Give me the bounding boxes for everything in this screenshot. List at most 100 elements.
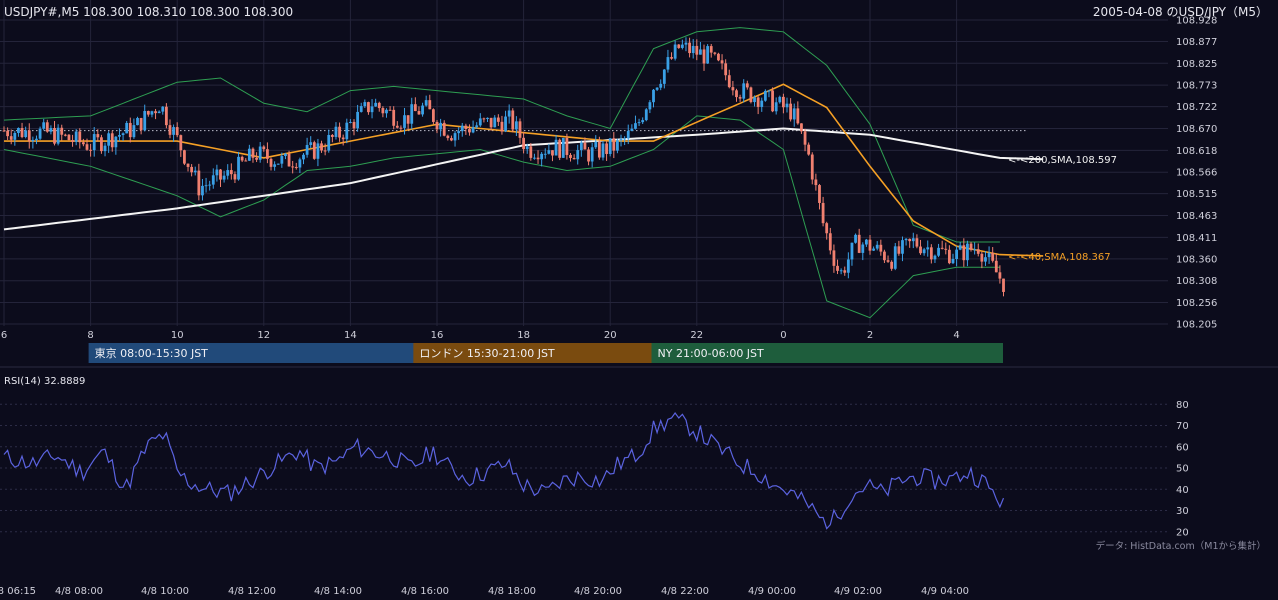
candle-down xyxy=(735,90,738,98)
date-tick-label: 4/8 22:00 xyxy=(661,586,709,597)
candle-down xyxy=(572,157,576,160)
candle-up xyxy=(125,122,129,134)
candle-up xyxy=(958,245,962,250)
candle-down xyxy=(511,110,515,130)
candle-up xyxy=(673,44,677,59)
candle-up xyxy=(385,109,388,114)
candle-down xyxy=(771,90,774,112)
candle-down xyxy=(63,134,67,136)
session-label: NY 21:00-06:00 JST xyxy=(658,347,765,360)
candle-up xyxy=(872,248,876,251)
candle-up xyxy=(56,127,60,144)
hour-tick-label: 18 xyxy=(517,330,530,341)
candle-down xyxy=(828,233,832,251)
candle-up xyxy=(150,111,154,115)
candle-up xyxy=(634,123,637,129)
candle-down xyxy=(323,150,327,152)
hour-tick-label: 4 xyxy=(953,330,959,341)
candle-down xyxy=(464,125,468,130)
rsi-plot-area xyxy=(3,411,1005,530)
candle-up xyxy=(626,130,630,139)
hour-tick-label: 6 xyxy=(1,330,7,341)
price-axis: 108.928 108.877 108.825 108.773 108.722 108.6… xyxy=(1176,16,1217,331)
candle-up xyxy=(966,243,969,261)
price-tick-label: 108.463 xyxy=(1176,211,1217,222)
candle-up xyxy=(215,169,219,176)
candle-up xyxy=(875,244,879,249)
sma40-label: <-<40,SMA,108.367 xyxy=(1008,252,1111,263)
bollinger-upper-line xyxy=(3,27,1000,243)
candle-up xyxy=(208,184,212,186)
candle-down xyxy=(428,100,432,110)
candle-up xyxy=(453,133,457,141)
price-tick-label: 108.256 xyxy=(1176,298,1217,309)
candle-up xyxy=(237,156,240,180)
candle-down xyxy=(583,142,587,150)
candle-down xyxy=(998,272,1002,279)
candle-down xyxy=(713,52,717,54)
candle-up xyxy=(904,238,908,241)
candle-down xyxy=(255,157,258,160)
candle-up xyxy=(17,127,20,133)
candle-down xyxy=(190,166,194,173)
candle-down xyxy=(814,179,818,186)
candle-down xyxy=(821,202,825,224)
candle-down xyxy=(219,169,222,180)
candle-down xyxy=(67,134,71,141)
candle-down xyxy=(233,174,237,180)
candle-down xyxy=(262,146,266,150)
candle-up xyxy=(987,252,991,258)
candle-down xyxy=(367,102,370,113)
rsi-line xyxy=(3,411,1005,530)
date-tick-label: 4/9 00:00 xyxy=(748,586,796,597)
candle-down xyxy=(976,249,980,254)
candle-down xyxy=(565,137,569,155)
candle-up xyxy=(839,270,843,272)
candle-down xyxy=(294,166,298,168)
candle-down xyxy=(857,234,861,253)
candle-up xyxy=(623,138,627,140)
date-tick-label: 4/8 12:00 xyxy=(228,586,276,597)
candle-up xyxy=(103,145,107,152)
candle-up xyxy=(114,136,118,148)
candle-up xyxy=(926,247,930,250)
candle-down xyxy=(45,122,49,132)
candle-up xyxy=(334,126,338,137)
candle-up xyxy=(132,125,136,138)
candle-up xyxy=(345,122,349,140)
candle-up xyxy=(359,106,363,112)
candle-up xyxy=(514,121,518,130)
candle-up xyxy=(641,120,645,123)
candle-down xyxy=(352,121,356,129)
candle-up xyxy=(107,133,111,146)
rsi-tick-label: 40 xyxy=(1176,485,1189,496)
candle-up xyxy=(540,153,544,160)
candle-down xyxy=(731,87,735,91)
candle-up xyxy=(594,141,598,148)
candle-down xyxy=(381,108,385,114)
candle-up xyxy=(74,131,78,142)
candle-down xyxy=(431,109,435,122)
candle-down xyxy=(435,121,439,130)
candle-up xyxy=(460,125,464,132)
candle-up xyxy=(157,111,161,114)
candle-up xyxy=(356,111,360,129)
candle-down xyxy=(879,244,883,252)
candle-down xyxy=(756,97,760,107)
candle-down xyxy=(836,265,839,271)
candle-down xyxy=(832,250,836,266)
hour-tick-label: 16 xyxy=(431,330,444,341)
candle-up xyxy=(309,142,313,145)
candle-up xyxy=(590,147,594,162)
candle-up xyxy=(305,144,309,155)
candle-up xyxy=(554,139,558,156)
candle-up xyxy=(561,137,565,158)
candle-up xyxy=(161,106,165,112)
candle-up xyxy=(478,118,482,126)
candle-down xyxy=(980,253,984,262)
candle-down xyxy=(266,149,269,159)
candle-down xyxy=(468,129,471,133)
candle-down xyxy=(749,87,753,103)
candle-down xyxy=(89,149,92,151)
